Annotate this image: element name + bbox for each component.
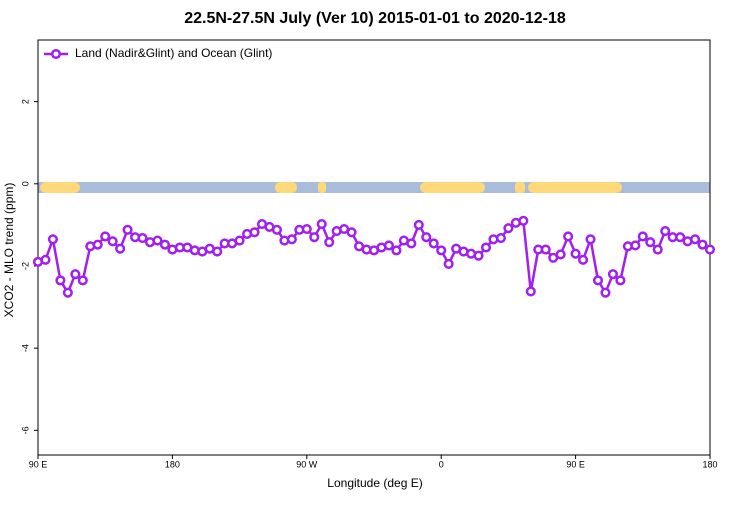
- data-point: [592, 275, 604, 286]
- x-tick-label: 0: [439, 459, 444, 469]
- data-point: [406, 238, 417, 249]
- data-point: [704, 244, 716, 255]
- data-point: [660, 226, 671, 237]
- x-axis-label: Longitude (deg E): [327, 476, 422, 490]
- data-point: [234, 235, 245, 246]
- data-point: [159, 239, 170, 250]
- data-point: [286, 234, 297, 245]
- y-tick-label: 2: [20, 99, 30, 104]
- data-point: [413, 219, 424, 230]
- data-point: [391, 245, 402, 256]
- data-point: [563, 231, 574, 242]
- data-point: [152, 235, 163, 246]
- data-point: [100, 231, 111, 242]
- data-point: [518, 215, 529, 226]
- data-point: [436, 245, 447, 256]
- data-point: [690, 234, 701, 245]
- data-point: [271, 224, 282, 235]
- y-tick-label: 0: [20, 181, 30, 186]
- data-point: [301, 223, 312, 235]
- series-line: [37, 219, 711, 296]
- data-point: [585, 234, 596, 245]
- data-point: [607, 269, 618, 280]
- data-point: [473, 250, 484, 261]
- x-tick-label: 90 E: [29, 459, 48, 469]
- data-point: [570, 248, 581, 259]
- y-tick-label: -6: [20, 426, 30, 434]
- x-tick-label: 180: [165, 459, 180, 469]
- data-point: [137, 232, 148, 244]
- data-point: [600, 287, 611, 298]
- data-point: [316, 219, 327, 230]
- data-point: [62, 287, 73, 298]
- chart-title: 22.5N-27.5N July (Ver 10) 2015-01-01 to …: [184, 10, 566, 27]
- x-tick-label: 90 E: [566, 459, 585, 469]
- data-point: [675, 232, 686, 243]
- data-point: [540, 244, 551, 255]
- data-point: [212, 246, 223, 257]
- data-point: [645, 237, 656, 248]
- data-point: [40, 254, 51, 265]
- data-point: [637, 231, 648, 242]
- data-point: [443, 258, 454, 269]
- data-point: [346, 227, 357, 238]
- legend-label: Land (Nadir&Glint) and Ocean (Glint): [75, 46, 272, 60]
- x-tick-label: 180: [702, 459, 717, 469]
- land-ocean-strip: [38, 182, 710, 193]
- data-point: [421, 232, 432, 243]
- data-point: [383, 240, 394, 251]
- data-point: [70, 269, 81, 280]
- data-point: [630, 240, 641, 251]
- data-point: [525, 286, 536, 297]
- data-point: [115, 243, 126, 254]
- data-point: [652, 244, 663, 255]
- data-point: [92, 239, 103, 250]
- data-point: [697, 239, 708, 250]
- data-point: [428, 238, 439, 249]
- data-point: [77, 275, 88, 286]
- legend-marker: [50, 48, 62, 60]
- data-point: [55, 275, 66, 286]
- data-point: [47, 234, 58, 245]
- data-point: [578, 254, 589, 265]
- x-tick-label: 90 W: [296, 459, 318, 469]
- data-point: [495, 232, 506, 244]
- data-point: [503, 223, 514, 234]
- data-point: [324, 237, 335, 248]
- data-point: [249, 227, 260, 238]
- data-point: [309, 232, 320, 243]
- data-point: [480, 242, 492, 253]
- data-point: [615, 275, 626, 286]
- y-axis-label: XCO2 - MLO trend (ppm): [2, 183, 16, 318]
- data-point: [107, 236, 118, 247]
- data-point: [122, 224, 133, 235]
- data-point: [555, 249, 566, 260]
- y-tick-label: -4: [20, 344, 30, 352]
- y-tick-label: -2: [20, 262, 30, 270]
